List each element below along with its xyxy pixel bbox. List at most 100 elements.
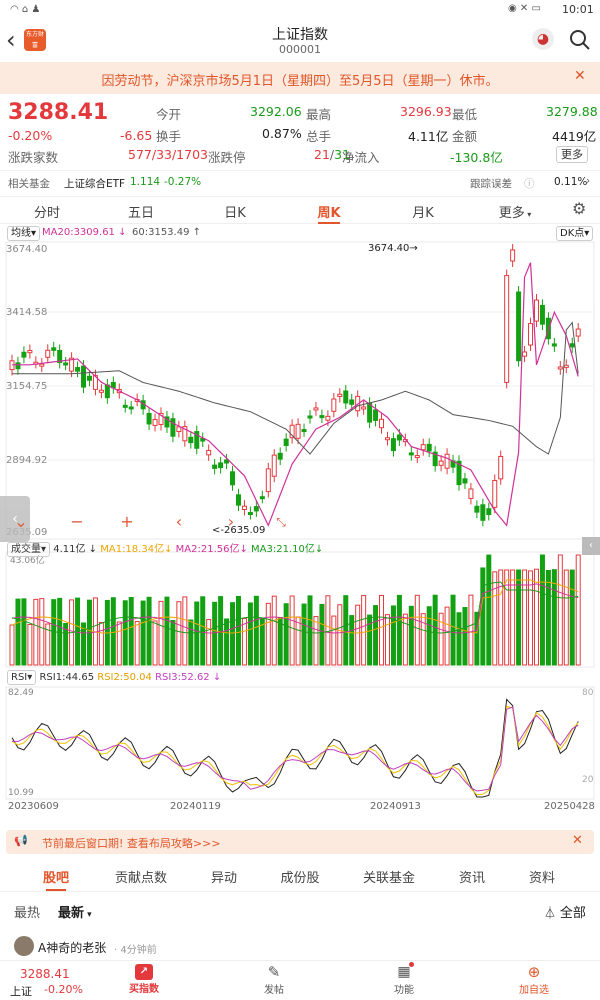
info-icon[interactable]: ⓘ [524, 178, 535, 190]
candle [379, 418, 385, 429]
search-icon[interactable] [568, 28, 592, 52]
tab-five-day[interactable]: 五日 [127, 206, 154, 221]
tab-more[interactable]: 更多 ▾ [498, 206, 532, 221]
promo-banner[interactable]: 📢 节前最后窗口期! 查看布局攻略>>> ✕ [6, 830, 594, 854]
candle [21, 351, 27, 358]
candle [295, 423, 301, 439]
vol-ma1-text: MA1:18.34亿 [100, 544, 165, 555]
tab-guba[interactable]: 股吧 [42, 871, 69, 886]
tab-minute[interactable]: 分时 [33, 206, 60, 221]
tab-movement[interactable]: 异动 [210, 871, 237, 886]
candle [331, 398, 337, 412]
kline-chart[interactable]: 3674.40 3414.58 3154.75 2894.92 2635.09 … [0, 240, 600, 840]
settings-gear-icon[interactable]: ⚙ [572, 199, 587, 218]
plus-icon[interactable]: + [120, 512, 134, 531]
dk-point-toggle[interactable]: DK点▾ [556, 226, 594, 241]
date-4: 20250428 [544, 801, 595, 812]
candle [182, 426, 188, 442]
volume-bar [253, 595, 259, 666]
rsi-selector[interactable]: RSI▾ [7, 670, 37, 685]
high-marker-text: 3674.40 [368, 243, 409, 254]
candle [533, 299, 539, 322]
volume-bar [134, 620, 140, 666]
zoom-out-icon[interactable]: ⌄ [14, 512, 28, 531]
rsi-header: RSI▾ RSI1:44.65 RSI2:50.04 RSI3:52.62 ↓ [7, 670, 221, 685]
rsi3-text: RSI3:52.62 [155, 672, 210, 683]
limit-down: 31 [334, 147, 351, 162]
candle [164, 416, 170, 428]
volume-bar [331, 615, 337, 666]
rsi-selector-label: RSI [11, 672, 28, 683]
volume-bar [33, 598, 39, 666]
function-button[interactable]: ▦ 功能 [374, 962, 434, 996]
close-promo-icon[interactable]: ✕ [572, 833, 583, 848]
ma-selector[interactable]: 均线▾ [7, 226, 41, 241]
y-label-3: 3154.75 [6, 381, 47, 392]
tab-profile[interactable]: 资料 [528, 871, 555, 886]
close-icon[interactable]: ✕ [574, 68, 586, 84]
sort-new-label: 最新 [58, 906, 85, 921]
candle [224, 459, 230, 464]
candle [265, 468, 271, 493]
logo-text: 东方财富 [25, 31, 44, 49]
volume-bar [396, 594, 402, 666]
volume-bar [337, 604, 343, 666]
tab-weekly-k[interactable]: 周K [317, 206, 341, 221]
post-button[interactable]: ✎ 发帖 [244, 964, 304, 997]
tab-related-funds[interactable]: 关联基金 [362, 871, 415, 886]
candle [247, 512, 253, 516]
candle [122, 404, 128, 408]
tab-news[interactable]: 资讯 [458, 871, 485, 886]
amount-value: 4419亿 [552, 129, 597, 144]
candle [277, 452, 283, 460]
side-panel-toggle[interactable]: ‹ [582, 537, 600, 555]
fund-label: 相关基金 [8, 178, 50, 190]
back-icon[interactable]: ‹ [6, 26, 16, 54]
post-username[interactable]: A神奇的老张 [38, 941, 107, 955]
scroll-left-icon[interactable]: ‹ [175, 512, 183, 531]
related-fund-row[interactable]: 相关基金 上证综合ETF 1.114 -0.27% 跟踪误差 ⓘ 0.11% › [0, 170, 600, 194]
filter-all[interactable]: ⏃ 全部 [544, 902, 586, 921]
candle [575, 328, 581, 337]
candle [563, 364, 569, 368]
ma60-line [12, 321, 579, 455]
left-drawer-handle[interactable]: ‹ [0, 496, 30, 542]
post-time: · 4分钟前 [114, 945, 157, 956]
netflow-value: -130.8亿 [450, 150, 503, 165]
candle [152, 419, 158, 426]
change-value: -6.65 [120, 128, 153, 143]
sort-hot[interactable]: 最热 [14, 906, 41, 921]
candle [218, 462, 224, 469]
volume-bar [140, 600, 146, 666]
robot-assistant-icon[interactable]: ◕ [532, 28, 554, 50]
tab-constituents[interactable]: 成份股 [280, 871, 320, 886]
tab-daily-k[interactable]: 日K [224, 206, 246, 221]
volume-selector[interactable]: 成交量▾ [7, 542, 51, 557]
volume-bar [146, 596, 152, 666]
volume-bar [170, 619, 176, 666]
more-button[interactable]: 更多 [556, 146, 588, 163]
candle [230, 471, 236, 486]
scroll-right-icon[interactable]: › [227, 512, 235, 531]
candle [468, 488, 474, 499]
add-watchlist-button[interactable]: ⊕ 加自选 [504, 964, 564, 997]
candle [384, 437, 390, 441]
amount-label: 金额 [452, 129, 478, 144]
candle [444, 453, 450, 469]
tab-monthly-k[interactable]: 月K [412, 206, 434, 221]
fullscreen-icon[interactable]: ⤡ [276, 515, 286, 529]
function-label: 功能 [394, 985, 414, 996]
buy-index-button[interactable]: ↗ 买指数 [114, 964, 174, 995]
vol-ma2: MA2:21.56亿↓ [175, 544, 248, 555]
volume-bar [468, 594, 474, 666]
volume-bar [390, 605, 396, 666]
minus-icon[interactable]: − [70, 512, 84, 531]
netflow-label: 净流入 [342, 150, 380, 165]
tab-contribution[interactable]: 贡献点数 [114, 871, 167, 886]
volume-bar [343, 595, 349, 666]
change-pct: -0.20% [8, 128, 53, 143]
sort-new[interactable]: 最新 ▾ [58, 906, 92, 921]
volume-bar [218, 596, 224, 666]
avatar[interactable] [14, 936, 34, 956]
volume-bar [361, 595, 367, 666]
